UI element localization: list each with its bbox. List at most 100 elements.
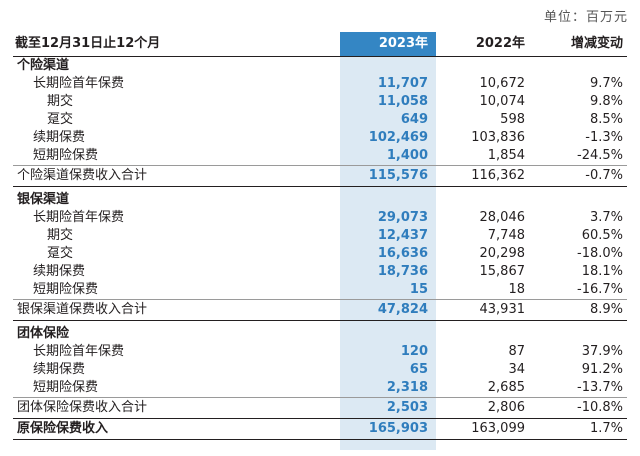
value-change: 8.5% [589,112,623,127]
value-2023: 11,707 [377,76,428,91]
table-row: 续期保费 18,736 15,867 18.1% [13,263,627,281]
value-2023: 2,503 [340,397,436,419]
value-2023: 16,636 [377,246,428,261]
value-change: 1.7% [531,418,627,440]
row-label: 短期险保费 [33,282,99,297]
table-row: 长期险首年保费 29,073 28,046 3.7% [13,209,627,227]
row-label: 期交 [47,228,74,243]
value-2023: 2,318 [386,380,428,395]
value-2022: 15,867 [479,264,526,279]
section-header-row: 银保渠道 [13,191,627,209]
row-label: 长期险首年保费 [33,344,125,359]
total-row: 原保险保费收入 165,903 163,099 1.7% [13,418,627,440]
value-change [531,325,627,343]
value-change: -10.8% [531,397,627,419]
total-row: 银保渠道保费收入合计 47,824 43,931 8.9% [13,299,627,321]
value-2023 [340,325,436,343]
premium-income-table: 截至12月31日止12个月 2023年 2022年 增减变动 个险渠道长期险首年… [13,32,627,440]
header-2022: 2022年 [475,36,525,51]
value-change: 37.9% [581,344,623,359]
row-label: 短期险保费 [33,148,99,163]
value-2023 [340,191,436,209]
row-label: 续期保费 [33,362,86,377]
header-period-label: 截至12月31日止12个月 [15,36,161,51]
table-row: 趸交 649 598 8.5% [13,111,627,129]
highlight-column-2023 [340,32,436,450]
row-label: 银保渠道保费收入合计 [13,299,340,321]
row-label: 团体保险 [17,326,70,341]
value-2022: 18 [508,282,525,297]
value-change: 18.1% [581,264,623,279]
row-label: 短期险保费 [33,380,99,395]
header-change: 增减变动 [570,36,623,51]
row-label: 个险渠道 [17,58,70,73]
section-header-row: 个险渠道 [13,57,627,76]
value-change: 9.8% [589,94,623,109]
unit-label: 单位：百万元 [543,10,628,25]
table-row: 趸交 16,636 20,298 -18.0% [13,245,627,263]
table-row: 期交 12,437 7,748 60.5% [13,227,627,245]
value-change: 9.7% [589,76,623,91]
value-change: 3.7% [589,210,623,225]
value-2022: 598 [500,112,525,127]
value-change: -0.7% [531,165,627,187]
value-2023: 47,824 [340,299,436,321]
table-row: 短期险保费 2,318 2,685 -13.7% [13,379,627,398]
value-2023: 29,073 [377,210,428,225]
value-2023: 165,903 [340,418,436,440]
section-header-row: 团体保险 [13,325,627,343]
row-label: 银保渠道 [17,192,70,207]
total-row: 个险渠道保费收入合计 115,576 116,362 -0.7% [13,165,627,187]
value-2022: 103,836 [471,130,525,145]
value-change [531,57,627,76]
value-2023 [340,57,436,76]
value-change: -24.5% [577,148,623,163]
table-row: 长期险首年保费 120 87 37.9% [13,343,627,361]
row-label: 期交 [47,94,74,109]
value-2022: 7,748 [487,228,525,243]
value-2023: 15 [409,282,428,297]
row-label: 长期险首年保费 [33,76,125,91]
value-2022: 43,931 [436,299,531,321]
value-2022: 28,046 [479,210,526,225]
table-row: 短期险保费 15 18 -16.7% [13,281,627,300]
value-change: 8.9% [531,299,627,321]
row-label: 续期保费 [33,264,86,279]
value-change [531,191,627,209]
value-2022: 87 [508,344,525,359]
value-change: 60.5% [581,228,623,243]
row-label: 长期险首年保费 [33,210,125,225]
value-2023: 649 [400,112,428,127]
table-row: 续期保费 102,469 103,836 -1.3% [13,129,627,147]
total-row: 团体保险保费收入合计 2,503 2,806 -10.8% [13,397,627,419]
value-change: 91.2% [581,362,623,377]
header-2023: 2023年 [378,36,428,51]
value-2023: 11,058 [377,94,428,109]
value-2022: 116,362 [436,165,531,187]
value-change: -1.3% [585,130,623,145]
value-2023: 18,736 [377,264,428,279]
value-2022: 2,685 [487,380,525,395]
value-2023: 120 [400,344,428,359]
value-2022 [436,191,531,209]
value-2022: 10,672 [479,76,526,91]
value-change: -13.7% [577,380,623,395]
value-2022 [436,325,531,343]
row-label: 团体保险保费收入合计 [13,397,340,419]
row-label: 个险渠道保费收入合计 [13,165,340,187]
value-2023: 115,576 [340,165,436,187]
value-2023: 65 [409,362,428,377]
value-2022: 34 [508,362,525,377]
value-2023: 1,400 [386,148,428,163]
value-2022 [436,57,531,76]
table-row: 期交 11,058 10,074 9.8% [13,93,627,111]
table-body: 个险渠道 长期险首年保费 11,707 10,672 9.7% 期交 11,058 10,07… [13,57,627,440]
value-2023: 102,469 [368,130,428,145]
table-header-row: 截至12月31日止12个月 2023年 2022年 增减变动 [13,32,627,57]
row-label: 趸交 [47,246,74,261]
value-2023: 12,437 [377,228,428,243]
table-row: 续期保费 65 34 91.2% [13,361,627,379]
row-label: 趸交 [47,112,74,127]
row-label: 续期保费 [33,130,86,145]
value-2022: 20,298 [479,246,526,261]
